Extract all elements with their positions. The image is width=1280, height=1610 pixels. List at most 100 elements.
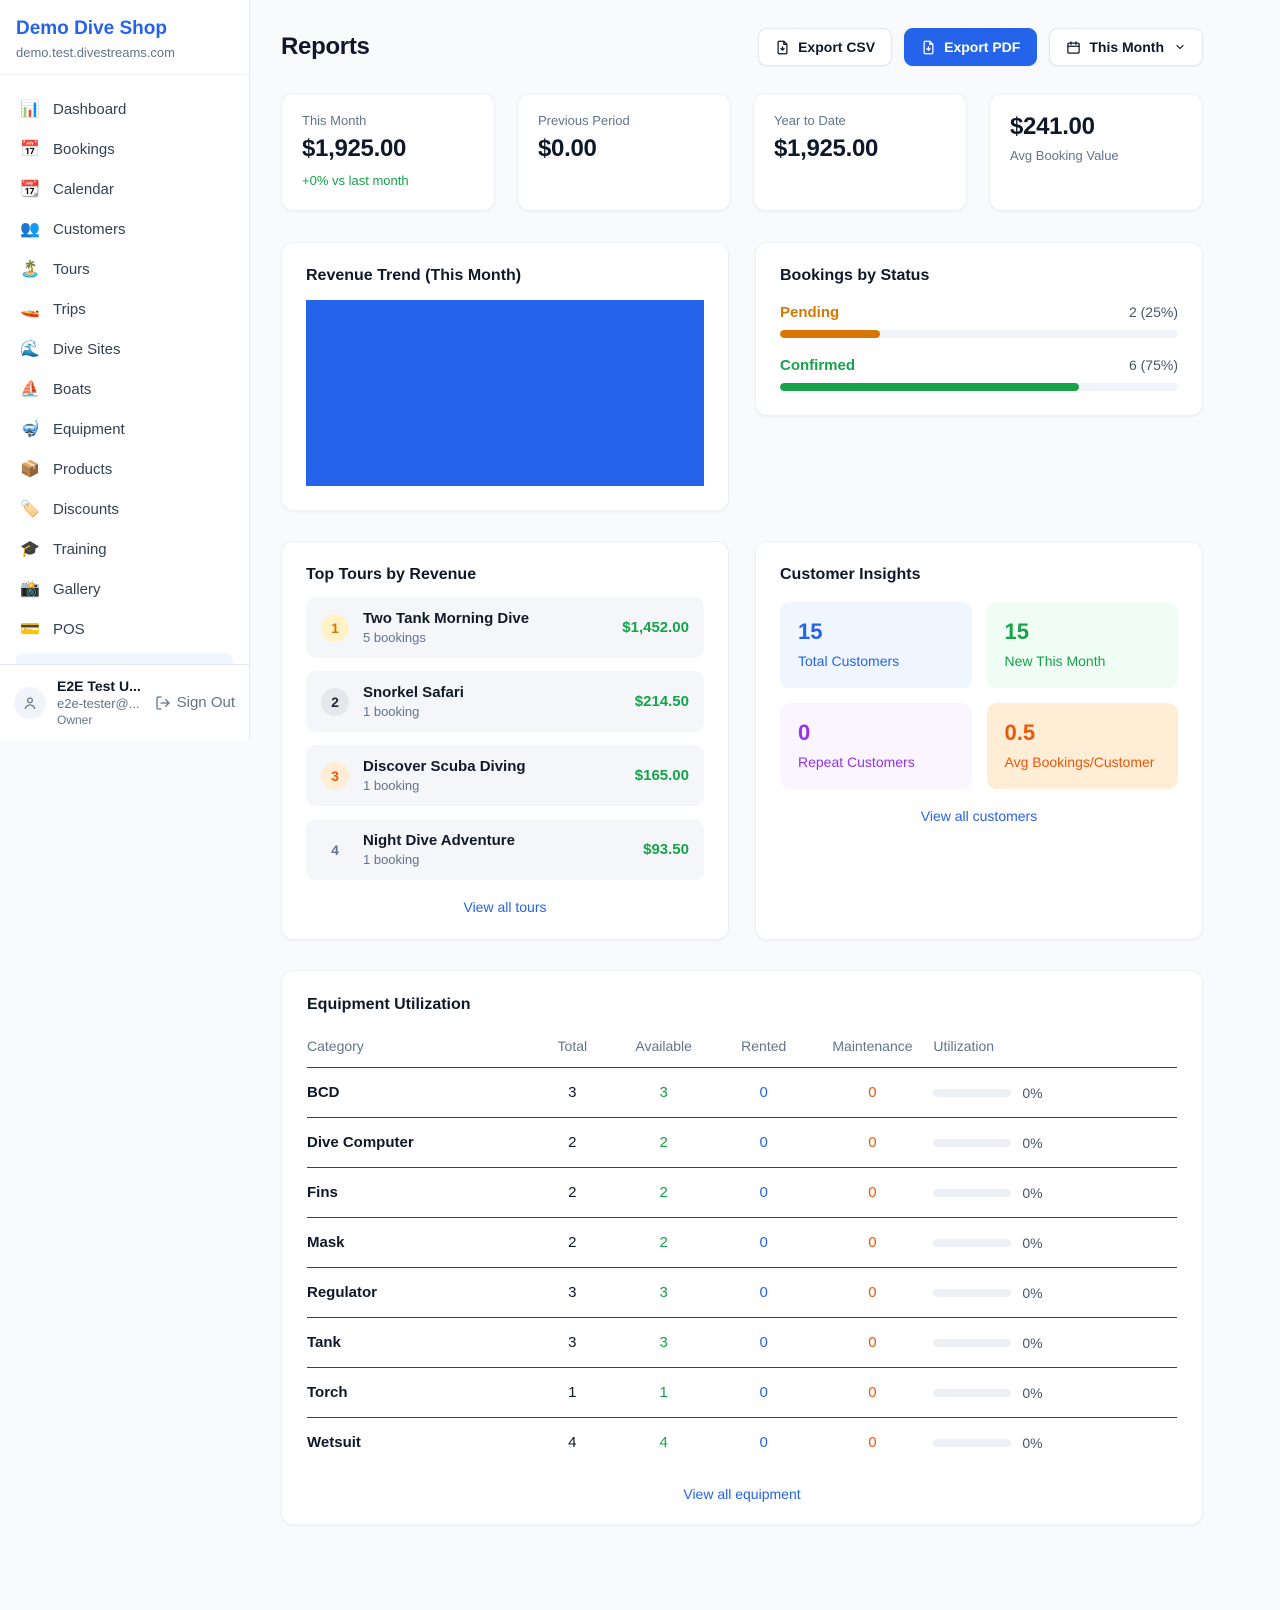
- utilization-percent: 0%: [1022, 1184, 1043, 1201]
- tour-row-3[interactable]: 3 Discover Scuba Diving 1 booking $165.0…: [306, 745, 704, 806]
- cell-utilization: 0%: [933, 1418, 1177, 1468]
- cell-rented: 0: [715, 1067, 812, 1118]
- view-all-equipment-link[interactable]: View all equipment: [307, 1486, 1177, 1502]
- view-all-tours-link[interactable]: View all tours: [306, 899, 704, 915]
- customer-insights-card: Customer Insights 15 Total Customers 15 …: [755, 541, 1203, 940]
- sidebar-item-calendar[interactable]: 📆 Calendar: [8, 169, 241, 209]
- status-head: Confirmed 6 (75%): [780, 357, 1178, 374]
- cell-maintenance: 0: [811, 1117, 934, 1168]
- tour-revenue: $1,452.00: [622, 619, 689, 636]
- table-row: Tank 3 3 0 0 0%: [307, 1317, 1177, 1368]
- cell-rented: 0: [759, 1434, 768, 1451]
- table-header-row: Category Total Available Rented Maintena…: [307, 1030, 1177, 1068]
- cell-rented: 0: [715, 1367, 812, 1418]
- page-title: Reports: [281, 33, 370, 60]
- tour-bookings: 1 booking: [363, 852, 420, 867]
- utilization-bar: [933, 1288, 1012, 1297]
- cell-utilization: 0%: [933, 1117, 1177, 1168]
- cell-category: Tank: [307, 1317, 534, 1368]
- cell-maintenance: 0: [811, 1267, 934, 1318]
- top-tours-card: Top Tours by Revenue 1 Two Tank Morning …: [281, 541, 729, 940]
- sidebar-item-label: Trips: [53, 300, 86, 318]
- tour-name: Two Tank Morning Dive: [363, 610, 530, 627]
- sidebar-item-customers[interactable]: 👥 Customers: [8, 209, 241, 249]
- cell-maintenance: 0: [811, 1067, 934, 1118]
- stat-value: $241.00: [1010, 113, 1095, 140]
- tour-row-4[interactable]: 4 Night Dive Adventure 1 booking $93.50: [306, 819, 704, 880]
- equipment-table: Category Total Available Rented Maintena…: [307, 1030, 1177, 1467]
- status-count-pending: 2 (25%): [1128, 304, 1178, 320]
- revenue-trend-bar: [306, 300, 704, 486]
- period-dropdown[interactable]: This Month: [1049, 28, 1203, 66]
- topbar: Reports Export CSV Export PDF This Month: [281, 28, 1203, 66]
- cell-available: 3: [611, 1317, 716, 1368]
- export-csv-button[interactable]: Export CSV: [758, 28, 893, 66]
- cell-rented: 0: [715, 1217, 812, 1268]
- rank-badge: 3: [321, 761, 349, 790]
- user-panel: E2E Test U... e2e-tester@... Owner Sign …: [0, 664, 249, 740]
- stat-card-previous-period: Previous Period $0.00: [517, 93, 731, 211]
- sidebar-item-label: Tours: [53, 260, 90, 278]
- sidebar-item-training[interactable]: 🎓 Training: [8, 529, 241, 569]
- stats-row: This Month $1,925.00 +0% vs last month P…: [281, 93, 1203, 211]
- insight-label: Total Customers: [798, 653, 900, 669]
- cell-available: 1: [611, 1367, 716, 1418]
- tour-info: Discover Scuba Diving 1 booking: [363, 758, 526, 793]
- utilization-percent: 0%: [1022, 1084, 1043, 1101]
- tour-bookings: 1 booking: [363, 778, 420, 793]
- tour-name: Night Dive Adventure: [363, 832, 515, 849]
- rank-badge: 2: [321, 687, 349, 716]
- calendar-date-icon: 📅: [20, 141, 40, 158]
- sidebar-item-active-partial[interactable]: [16, 653, 233, 664]
- stat-label: Avg Booking Value: [1010, 148, 1119, 163]
- insight-tile-total-customers: 15 Total Customers: [780, 602, 972, 688]
- sign-out-button[interactable]: Sign Out: [155, 694, 235, 711]
- shop-domain: demo.test.divestreams.com: [16, 45, 175, 60]
- cell-maintenance: 0: [811, 1167, 934, 1218]
- insight-label: Repeat Customers: [798, 754, 915, 770]
- tour-revenue: $93.50: [643, 841, 689, 858]
- sidebar-item-tours[interactable]: 🏝️ Tours: [8, 249, 241, 289]
- utilization-percent: 0%: [1022, 1434, 1043, 1451]
- utilization-bar: [933, 1138, 1012, 1147]
- diving-mask-icon: 🤿: [20, 421, 40, 438]
- tour-bookings: 1 booking: [363, 704, 420, 719]
- export-csv-label: Export CSV: [798, 39, 876, 55]
- utilization-bar: [933, 1238, 1012, 1247]
- sidebar-item-products[interactable]: 📦 Products: [8, 449, 241, 489]
- sidebar-item-gallery[interactable]: 📸 Gallery: [8, 569, 241, 609]
- sidebar-item-discounts[interactable]: 🏷️ Discounts: [8, 489, 241, 529]
- charts-row: Revenue Trend (This Month) Bookings by S…: [281, 242, 1203, 511]
- column-header-rented: Rented: [715, 1030, 812, 1068]
- sidebar-item-dive-sites[interactable]: 🌊 Dive Sites: [8, 329, 241, 369]
- cell-category: BCD: [307, 1067, 534, 1118]
- column-header-total: Total: [533, 1030, 612, 1068]
- insight-value: 0.5: [1004, 720, 1036, 745]
- island-icon: 🏝️: [20, 261, 40, 278]
- export-pdf-button[interactable]: Export PDF: [904, 28, 1038, 66]
- insight-value: 15: [1004, 619, 1029, 644]
- utilization-percent: 0%: [1022, 1384, 1043, 1401]
- table-row: BCD 3 3 0 0 0%: [307, 1067, 1177, 1118]
- table-row: Wetsuit 4 4 0 0 0%: [307, 1418, 1177, 1468]
- tour-name: Discover Scuba Diving: [363, 758, 526, 775]
- tour-row-2[interactable]: 2 Snorkel Safari 1 booking $214.50: [306, 671, 704, 732]
- rank-badge: 1: [321, 613, 349, 642]
- cell-utilization: 0%: [933, 1167, 1177, 1218]
- sidebar-item-bookings[interactable]: 📅 Bookings: [8, 129, 241, 169]
- wave-icon: 🌊: [20, 341, 40, 358]
- view-all-customers-link[interactable]: View all customers: [780, 808, 1178, 824]
- sidebar-item-pos[interactable]: 💳 POS: [8, 609, 241, 649]
- progress-track: [780, 383, 1178, 391]
- status-label-confirmed: Confirmed: [780, 357, 855, 374]
- sidebar-item-dashboard[interactable]: 📊 Dashboard: [8, 89, 241, 129]
- sidebar-item-equipment[interactable]: 🤿 Equipment: [8, 409, 241, 449]
- stat-value: $1,925.00: [302, 135, 407, 162]
- insight-tile-avg-bookings: 0.5 Avg Bookings/Customer: [986, 703, 1178, 789]
- sidebar-item-boats[interactable]: ⛵ Boats: [8, 369, 241, 409]
- tour-row-1[interactable]: 1 Two Tank Morning Dive 5 bookings $1,45…: [306, 597, 704, 658]
- sidebar-item-trips[interactable]: 🚤 Trips: [8, 289, 241, 329]
- sign-out-label: Sign Out: [176, 694, 235, 711]
- cell-category: Wetsuit: [307, 1434, 361, 1451]
- status-head: Pending 2 (25%): [780, 304, 1178, 321]
